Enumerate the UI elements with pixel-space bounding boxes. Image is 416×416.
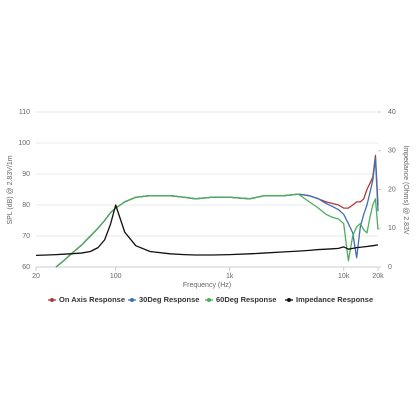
- x-tick-label: 20: [32, 273, 40, 280]
- legend: On Axis Response 30Deg Response 60Deg Resp…: [48, 295, 373, 304]
- series-line: [55, 193, 379, 268]
- y2-tick-label: 0: [388, 264, 392, 271]
- legend-label: 60Deg Response: [216, 295, 276, 304]
- y-tick-label: 100: [18, 140, 30, 147]
- legend-item: 60Deg Response: [205, 295, 276, 304]
- y-tick-label: 90: [22, 171, 30, 178]
- x-tick-label: 1k: [226, 273, 234, 280]
- legend-item: 30Deg Response: [128, 295, 199, 304]
- series-line: [55, 154, 379, 268]
- y2-tick-label: 10: [388, 225, 396, 232]
- legend-marker: [50, 298, 54, 302]
- legend-marker: [130, 298, 134, 302]
- x-tick-label: 100: [110, 273, 122, 280]
- legend-label: On Axis Response: [59, 295, 125, 304]
- legend-label: Impedance Response: [296, 295, 373, 304]
- legend-marker: [287, 298, 291, 302]
- y-axis-title: SPL (dB) @ 2.83V/1m: [7, 155, 14, 224]
- series-line: [55, 157, 379, 268]
- y2-tick-label: 20: [388, 186, 396, 193]
- y2-axis-title: Impedance (Ohms) @ 2.83V: [402, 145, 409, 235]
- legend-marker: [207, 298, 211, 302]
- x-axis-title: Frequency (Hz): [183, 282, 231, 289]
- legend-item: On Axis Response: [48, 295, 125, 304]
- y-tick-label: 80: [22, 202, 30, 209]
- legend-label: 30Deg Response: [139, 295, 199, 304]
- legend-item: Impedance Response: [285, 295, 373, 304]
- y2-tick-label: 30: [388, 148, 396, 155]
- y2-tick-label: 40: [388, 109, 396, 116]
- x-tick-label: 20k: [372, 273, 384, 280]
- y-tick-label: 60: [22, 264, 30, 271]
- y-tick-label: 70: [22, 233, 30, 240]
- series-line: [35, 204, 379, 257]
- x-tick-label: 10k: [338, 273, 350, 280]
- y-tick-label: 110: [19, 109, 30, 116]
